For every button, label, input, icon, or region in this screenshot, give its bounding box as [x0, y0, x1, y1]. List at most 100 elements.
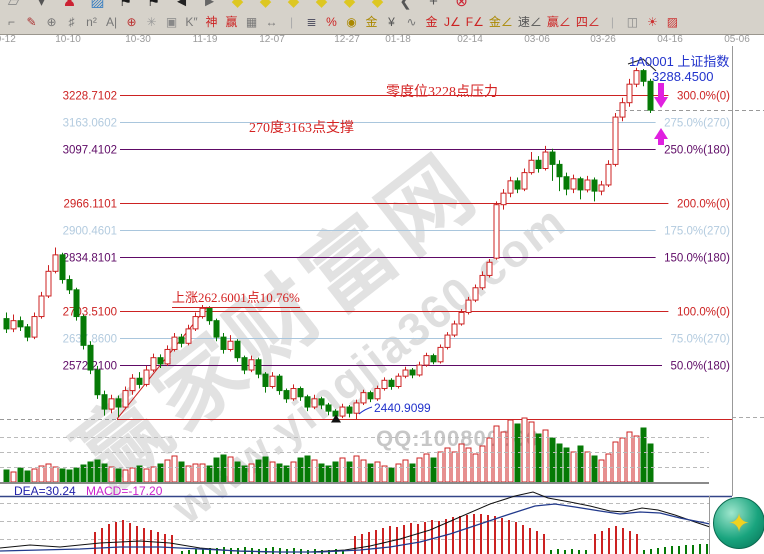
volume-bar	[633, 435, 640, 483]
toolbar-top-3-icon[interactable]: ▨	[90, 0, 105, 10]
gann-pct-label-7: 75.0%(270)	[671, 334, 731, 346]
toolbar-top-16-icon[interactable]: ⊗	[455, 0, 468, 10]
candle-body	[444, 334, 451, 348]
volume-bar	[402, 459, 409, 483]
toolbar-tool-3-icon[interactable]: ♯	[68, 15, 75, 29]
volume-bar	[164, 459, 171, 483]
candle-body	[73, 289, 80, 318]
toolbar-tool-12-icon[interactable]: ▦	[245, 15, 258, 29]
toolbar-top-2-icon[interactable]: ♟	[62, 0, 77, 10]
candle-body	[10, 320, 17, 330]
gann-pct-label-0: 300.0%(0)	[677, 91, 730, 103]
toolbar-top-6-icon[interactable]: ◄	[174, 0, 189, 10]
volume-bar	[591, 455, 598, 483]
toolbar-tool-1-icon[interactable]: ✎	[26, 15, 37, 29]
toolbar-tool-27-icon[interactable]: 四∠	[575, 15, 600, 29]
candle-body	[479, 274, 486, 289]
logo-star-icon: ✦	[728, 508, 750, 538]
volume-bar	[640, 427, 647, 483]
toolbar-tool-31-icon[interactable]: ▨	[666, 15, 679, 29]
toolbar-top-9-icon[interactable]: ◆	[259, 0, 272, 10]
toolbar-top-12-icon[interactable]: ◆	[343, 0, 356, 10]
candle-body	[325, 404, 332, 412]
gann-pct-label-1: 275.0%(270)	[664, 118, 730, 130]
yingjia-logo-icon: ✦	[713, 497, 764, 549]
toolbar-tool-25-icon[interactable]: 速∠	[517, 15, 542, 29]
toolbar-tool-30-icon[interactable]: ☀	[647, 15, 658, 29]
toolbar-tool-21-icon[interactable]: 金	[425, 15, 438, 29]
toolbar-top-7-icon[interactable]: ►	[202, 0, 217, 10]
candle-body	[437, 346, 444, 363]
toolbar-tool-8-icon[interactable]: ▣	[165, 15, 178, 29]
toolbar-tool-0-icon[interactable]: ⌐	[7, 15, 15, 29]
toolbar-tool-13-icon[interactable]: ↔	[265, 15, 278, 29]
candle-body	[311, 398, 318, 408]
toolbar-tool-22-icon[interactable]: J∠	[444, 15, 461, 29]
volume-bar	[87, 461, 94, 483]
gann-pct-label-4: 175.0%(270)	[664, 226, 730, 238]
candle-body	[241, 357, 248, 371]
candle-body	[171, 336, 178, 350]
candle-body	[521, 172, 528, 190]
toolbar-tool-5-icon[interactable]: A|	[105, 15, 118, 29]
date-tick-05-06: 05-06	[724, 34, 750, 45]
candle-body	[353, 402, 360, 414]
toolbar-top-14-icon[interactable]: ❮	[399, 0, 412, 10]
toolbar-tool-19-icon[interactable]: ¥	[388, 15, 395, 29]
toolbar-tool-24-icon[interactable]: 金∠	[488, 15, 513, 29]
toolbar-tool-15-icon[interactable]: ≣	[306, 15, 317, 29]
toolbar-tool-9-icon[interactable]: K″	[185, 15, 198, 29]
toolbar-top-8-icon[interactable]: ◆	[231, 0, 244, 10]
toolbar-top-0-icon[interactable]: ▱	[7, 0, 20, 10]
volume-bar	[409, 463, 416, 483]
toolbar-top-1-icon[interactable]: ▾	[37, 0, 46, 10]
candle-body	[220, 336, 227, 350]
candle-body	[234, 340, 241, 359]
date-tick-12-27: 12-27	[334, 34, 360, 45]
candle-body	[192, 316, 199, 330]
date-tick-03-06: 03-06	[524, 34, 550, 45]
candle-body	[66, 279, 73, 291]
volume-bar	[647, 443, 654, 483]
toolbar-tool-10-icon[interactable]: 神	[205, 15, 218, 29]
toolbar-tool-17-icon[interactable]: ◉	[346, 15, 357, 29]
candle-body	[556, 163, 563, 178]
toolbar-top-11-icon[interactable]: ◆	[315, 0, 328, 10]
toolbar-top-10-icon[interactable]: ◆	[287, 0, 300, 10]
volume-bar	[10, 471, 17, 483]
toolbar-tool-23-icon[interactable]: F∠	[465, 15, 484, 29]
toolbar-tool-18-icon[interactable]: 金	[365, 15, 378, 29]
candle-body	[94, 369, 101, 396]
volume-bar	[290, 461, 297, 483]
toolbar-tool-26-icon[interactable]: 赢∠	[546, 15, 571, 29]
candle-body	[472, 287, 479, 301]
candle-body	[52, 254, 59, 272]
candle-body	[80, 316, 87, 346]
volume-bar	[353, 455, 360, 483]
candle-body	[535, 159, 542, 169]
toolbar-tool-6-icon[interactable]: ⊕	[126, 15, 137, 29]
toolbar-top-13-icon[interactable]: ◆	[371, 0, 384, 10]
volume-bar	[213, 457, 220, 483]
toolbar-tool-20-icon[interactable]: ∿	[406, 15, 417, 29]
toolbar-top-4-icon[interactable]: ⚑	[118, 0, 133, 10]
toolbar-tool-4-icon[interactable]: n²	[86, 15, 97, 29]
toolbar-tool-16-icon[interactable]: %	[326, 15, 337, 29]
toolbar-tool-11-icon[interactable]: 赢	[225, 15, 238, 29]
macd-dif-line	[0, 491, 711, 553]
volume-bar	[416, 457, 423, 483]
toolbar-tool-2-icon[interactable]: ⊕	[46, 15, 57, 29]
volume-bar	[577, 445, 584, 483]
toolbar-top-15-icon[interactable]: +	[429, 0, 438, 10]
volume-bar	[626, 431, 633, 483]
toolbar-row-top: ▱ ▾ ♟ ▨ ⚑ ⚑ ◄ ► ◆ ◆ ◆ ◆ ◆ ◆ ❮ + ⊗	[0, 0, 764, 11]
toolbar-top-5-icon[interactable]: ⚑	[146, 0, 161, 10]
candle-body	[374, 388, 381, 400]
toolbar-tool-7-icon[interactable]: ✳	[146, 15, 157, 29]
volume-bar	[150, 466, 157, 483]
toolbar-tool-29-icon[interactable]: ◫	[626, 15, 639, 29]
candle-body	[458, 311, 465, 325]
candle-body	[416, 364, 423, 376]
date-tick-10-10: 10-10	[55, 34, 81, 45]
